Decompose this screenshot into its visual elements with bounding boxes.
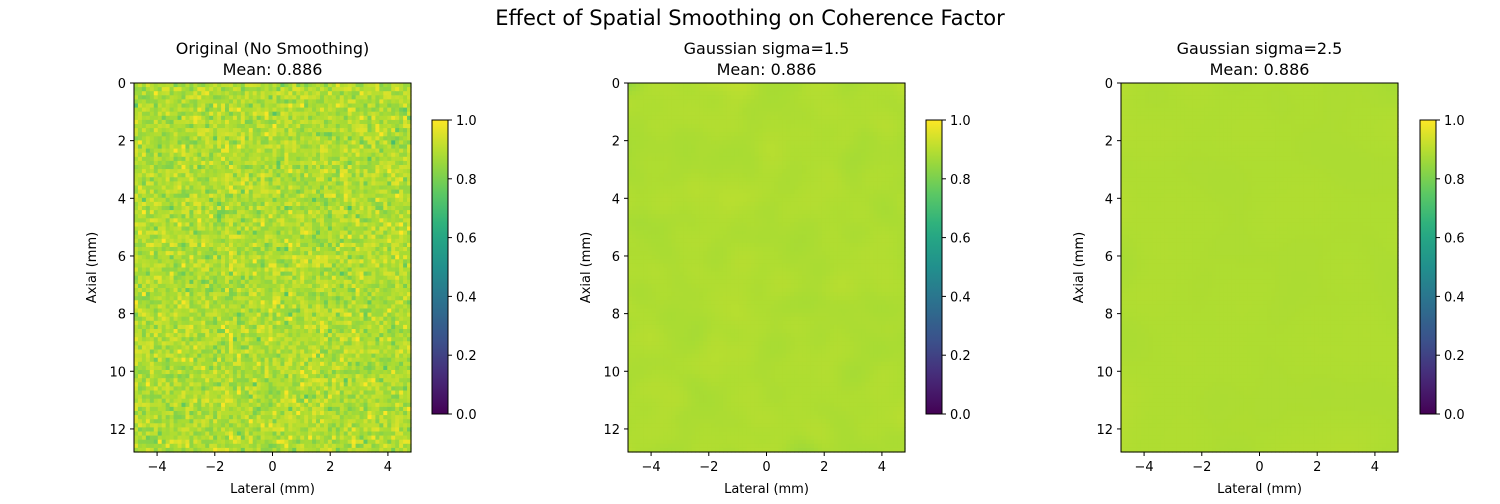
colorbar-1 xyxy=(432,120,448,414)
x-axis-label-1: Lateral (mm) xyxy=(230,482,315,497)
y-tick-label: 2 xyxy=(612,135,620,150)
colorbar-tick-label: 1.0 xyxy=(1444,114,1465,129)
y-tick-label: 10 xyxy=(1096,365,1113,380)
y-tick-label: 10 xyxy=(109,365,126,380)
colorbar-tick-label: 0.4 xyxy=(950,290,971,305)
colorbar-tick-label: 0.0 xyxy=(456,408,477,423)
colorbar-tick-label: 0.2 xyxy=(456,349,477,364)
y-tick-label: 2 xyxy=(1105,135,1113,150)
colorbar-tick-label: 0.8 xyxy=(1444,173,1465,188)
y-tick-label: 10 xyxy=(603,365,620,380)
colorbar-tick-label: 0.0 xyxy=(950,408,971,423)
x-tick-label: 4 xyxy=(1371,460,1379,475)
y-tick-label: 2 xyxy=(118,135,126,150)
y-tick-label: 12 xyxy=(1096,423,1113,438)
heatmap-3 xyxy=(1121,83,1399,453)
x-tick-label: −2 xyxy=(1192,460,1211,475)
y-tick-label: 6 xyxy=(612,250,620,265)
colorbar-tick-label: 0.8 xyxy=(456,173,477,188)
y-tick-label: 8 xyxy=(612,308,620,323)
y-tick-label: 0 xyxy=(612,77,620,92)
x-tick-label: −4 xyxy=(641,460,660,475)
colorbar-3 xyxy=(1420,120,1436,414)
x-tick-label: 0 xyxy=(762,460,770,475)
panel-subtitle-3: Mean: 0.886 xyxy=(1210,60,1310,79)
colorbar-tick-label: 0.0 xyxy=(1444,408,1465,423)
y-tick-label: 4 xyxy=(1105,192,1113,207)
y-tick-label: 8 xyxy=(1105,308,1113,323)
colorbar-tick-label: 0.4 xyxy=(1444,290,1465,305)
x-tick-label: −4 xyxy=(147,460,166,475)
x-tick-label: −4 xyxy=(1134,460,1153,475)
colorbar-tick-label: 0.8 xyxy=(950,173,971,188)
x-tick-label: −2 xyxy=(699,460,718,475)
y-tick-label: 12 xyxy=(603,423,620,438)
y-axis-label-3: Axial (mm) xyxy=(1072,232,1087,303)
colorbar-2 xyxy=(926,120,942,414)
colorbar-tick-label: 1.0 xyxy=(456,114,477,129)
heatmap-1 xyxy=(134,83,412,453)
x-tick-label: 4 xyxy=(384,460,392,475)
figure-title: Effect of Spatial Smoothing on Coherence… xyxy=(0,6,1500,30)
y-tick-label: 12 xyxy=(109,423,126,438)
colorbar-tick-label: 0.2 xyxy=(950,349,971,364)
y-tick-label: 6 xyxy=(118,250,126,265)
heatmap-2 xyxy=(628,83,906,453)
colorbar-tick-label: 0.6 xyxy=(950,232,971,247)
colorbar-tick-label: 1.0 xyxy=(950,114,971,129)
x-tick-label: 0 xyxy=(1255,460,1263,475)
panel-title-3: Gaussian sigma=2.5 xyxy=(1177,39,1343,58)
x-tick-label: −2 xyxy=(205,460,224,475)
x-axis-label-3: Lateral (mm) xyxy=(1217,482,1302,497)
panel-subtitle-1: Mean: 0.886 xyxy=(223,60,323,79)
y-axis-label-2: Axial (mm) xyxy=(579,232,594,303)
colorbar-tick-label: 0.2 xyxy=(1444,349,1465,364)
colorbar-tick-label: 0.6 xyxy=(456,232,477,247)
panel-subtitle-2: Mean: 0.886 xyxy=(717,60,817,79)
x-tick-label: 4 xyxy=(878,460,886,475)
colorbar-tick-label: 0.6 xyxy=(1444,232,1465,247)
x-tick-label: 0 xyxy=(268,460,276,475)
y-tick-label: 8 xyxy=(118,308,126,323)
x-axis-label-2: Lateral (mm) xyxy=(724,482,809,497)
y-tick-label: 4 xyxy=(118,192,126,207)
panel-title-1: Original (No Smoothing) xyxy=(176,39,370,58)
y-tick-label: 4 xyxy=(612,192,620,207)
y-tick-label: 6 xyxy=(1105,250,1113,265)
y-tick-label: 0 xyxy=(1105,77,1113,92)
panel-title-2: Gaussian sigma=1.5 xyxy=(684,39,850,58)
y-axis-label-1: Axial (mm) xyxy=(85,232,100,303)
x-tick-label: 2 xyxy=(1313,460,1321,475)
colorbar-tick-label: 0.4 xyxy=(456,290,477,305)
x-tick-label: 2 xyxy=(326,460,334,475)
y-tick-label: 0 xyxy=(118,77,126,92)
x-tick-label: 2 xyxy=(820,460,828,475)
